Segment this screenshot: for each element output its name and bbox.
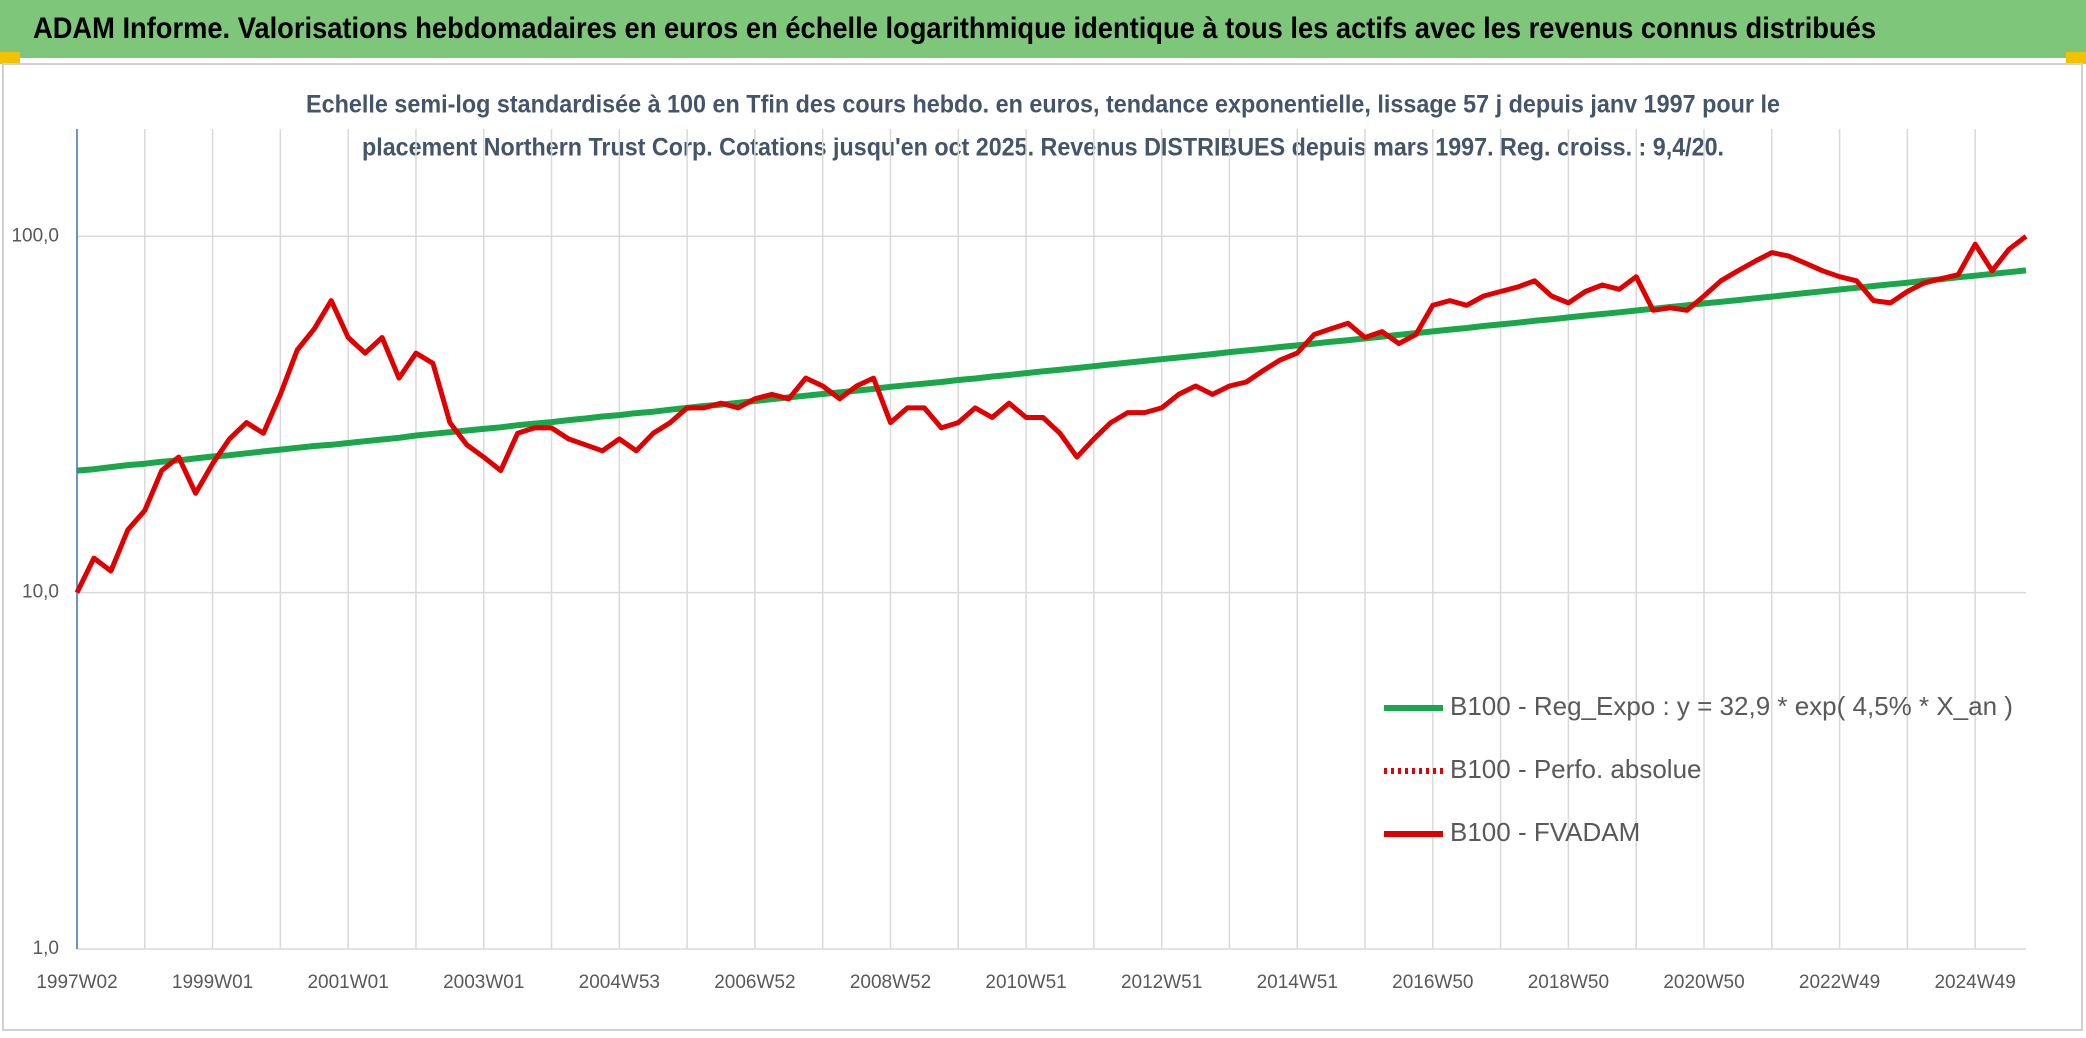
x-tick-label: 1997W02 — [36, 972, 117, 993]
x-tick-label: 2004W53 — [579, 972, 660, 993]
x-tick-label: 2024W49 — [1934, 972, 2015, 993]
x-tick-label: 2006W52 — [714, 972, 795, 993]
x-tick-label: 1999W01 — [172, 972, 253, 993]
corner-mark — [2066, 52, 2086, 64]
y-tick-label: 1,0 — [33, 938, 59, 959]
y-tick-label: 100,0 — [11, 225, 59, 246]
series-line — [76, 267, 2027, 474]
series-line — [74, 234, 2028, 594]
x-tick-label: 2008W52 — [850, 972, 931, 993]
x-tick-label: 2020W50 — [1663, 972, 1744, 993]
x-tick-label: 2012W51 — [1121, 972, 1202, 993]
x-tick-label: 2016W50 — [1392, 972, 1473, 993]
chart-subtitle: Echelle semi-log standardisée à 100 en T… — [306, 91, 1780, 119]
legend-label: B100 - Perfo. absolue — [1450, 754, 1702, 784]
x-tick-label: 2014W51 — [1257, 972, 1338, 993]
corner-mark — [0, 52, 20, 64]
legend-label: B100 - FVADAM — [1450, 817, 1640, 847]
x-tick-label: 2001W01 — [307, 972, 388, 993]
legend-label: B100 - Reg_Expo : y = 32,9 * exp( 4,5% *… — [1450, 691, 2013, 721]
y-tick-label: 10,0 — [22, 582, 59, 603]
x-tick-label: 2018W50 — [1528, 972, 1609, 993]
chart-title: ADAM Informe. Valorisations hebdomadaire… — [33, 12, 1876, 45]
chart-subtitle: placement Northern Trust Corp. Cotations… — [362, 134, 1724, 162]
x-tick-label: 2003W01 — [443, 972, 524, 993]
x-tick-label: 2010W51 — [985, 972, 1066, 993]
x-tick-label: 2022W49 — [1799, 972, 1880, 993]
header-bar — [0, 0, 2086, 58]
frame — [2, 63, 2083, 1031]
